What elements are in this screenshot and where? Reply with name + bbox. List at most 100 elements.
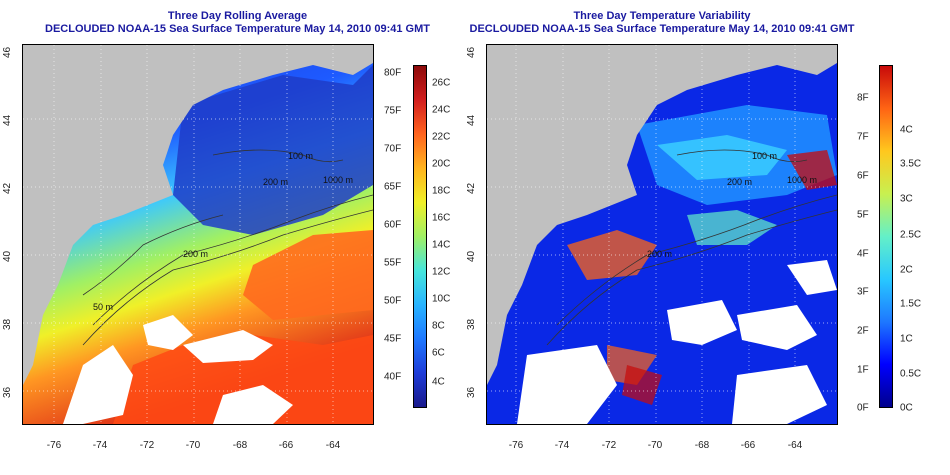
colorbar-f-label: 8F (857, 92, 869, 104)
land-north-america (487, 45, 837, 385)
isobath-200m (92, 194, 373, 326)
lat-tick: 42 (466, 182, 477, 194)
colorbar-f-label: 0F (857, 402, 869, 414)
colorbar-c-label: 20C (432, 158, 451, 170)
colorbar-c-label: 10C (432, 293, 451, 305)
lon-tick: -74 (92, 440, 108, 451)
contour-label: 100 m (288, 151, 313, 161)
colorbar-c-label: 22C (432, 131, 451, 143)
colorbar-f-label: 70F (384, 143, 402, 155)
variability-colorbar (879, 65, 893, 408)
isobath-1000m (82, 209, 373, 346)
colorbar-f-label: 45F (384, 333, 402, 345)
colorbar-c-label: 26C (432, 77, 451, 89)
contour-label: 200 m (647, 249, 672, 259)
colorbar-c-label: 1C (900, 333, 913, 345)
cloud-mask (787, 260, 837, 295)
lon-tick: -72 (601, 440, 617, 451)
colorbar-c-label: 3C (900, 193, 913, 205)
lat-tick: 44 (466, 114, 477, 126)
colorbar-f-label: 55F (384, 257, 402, 269)
cloud-mask (667, 300, 737, 345)
panel-subtitle: DECLOUDED NOAA-15 Sea Surface Temperatur… (469, 23, 855, 35)
colorbar-c-label: 16C (432, 212, 451, 224)
colorbar-f-label: 7F (857, 131, 869, 143)
colorbar-c-label: 4C (900, 124, 913, 136)
lon-tick: -64 (325, 440, 341, 451)
colorbar-c-label: 1.5C (900, 298, 922, 310)
lat-tick: 40 (466, 250, 477, 262)
colorbar-f-label: 1F (857, 364, 869, 376)
lon-tick: -70 (185, 440, 201, 451)
sst-variability-map[interactable]: 100 m 200 m 1000 m 200 m (486, 44, 838, 425)
colorbar-f-label: 4F (857, 248, 869, 260)
colorbar-c-label: 0C (900, 402, 913, 414)
lat-tick: 46 (466, 46, 477, 58)
lon-tick: -72 (139, 440, 155, 451)
contour-label: 1000 m (787, 175, 817, 185)
colorbar-f-label: 2F (857, 325, 869, 337)
variability-field (657, 135, 787, 180)
colorbar-c-label: 2C (900, 264, 913, 276)
colorbar-f-label: 6F (857, 170, 869, 182)
cloud-mask (213, 385, 293, 424)
colorbar-c-label: 0.5C (900, 368, 922, 380)
variability-field (607, 345, 657, 385)
colorbar-f-label: 5F (857, 209, 869, 221)
colorbar-f-label: 3F (857, 286, 869, 298)
colorbar-c-label: 14C (432, 239, 451, 251)
colorbar-c-label: 18C (432, 185, 451, 197)
lat-tick: 42 (2, 182, 13, 194)
colorbar-f-label: 75F (384, 105, 402, 117)
cloud-mask (737, 305, 817, 350)
colorbar-c-label: 12C (432, 266, 451, 278)
colorbar-c-label: 6C (432, 347, 445, 359)
sst-average-map[interactable]: 100 m 200 m 1000 m 50 m 200 m (22, 44, 374, 425)
contour-label: 1000 m (323, 175, 353, 185)
contour-label: 200 m (183, 249, 208, 259)
colorbar-c-label: 8C (432, 320, 445, 332)
sst-average-panel: Three Day Rolling Average DECLOUDED NOAA… (2, 10, 451, 451)
lon-tick: -64 (787, 440, 803, 451)
colorbar-f-label: 80F (384, 67, 402, 79)
lat-tick: 44 (2, 114, 13, 126)
panel-subtitle: DECLOUDED NOAA-15 Sea Surface Temperatur… (45, 23, 430, 35)
cloud-mask (517, 345, 617, 424)
colorbar-c-label: 3.5C (900, 158, 922, 170)
cloud-mask (183, 330, 273, 363)
warm-field-south (113, 335, 373, 424)
contour-label: 200 m (263, 177, 288, 187)
cloud-mask (143, 315, 193, 350)
lon-tick: -70 (647, 440, 663, 451)
lat-tick: 36 (466, 386, 477, 398)
variability-field (687, 210, 777, 245)
colorbar-c-label: 2.5C (900, 229, 922, 241)
colorbar-f-label: 60F (384, 219, 402, 231)
lon-tick: -66 (278, 440, 294, 451)
sst-variability-panel: Three Day Temperature Variability DECLOU… (462, 0, 950, 475)
variability-field (622, 365, 662, 405)
panel-title: Three Day Rolling Average (167, 10, 308, 22)
lon-tick: -66 (740, 440, 756, 451)
panel-title: Three Day Temperature Variability (573, 10, 751, 22)
contour-label: 50 m (93, 302, 113, 312)
lon-tick: -76 (46, 440, 62, 451)
lon-tick: -68 (232, 440, 248, 451)
lat-tick: 36 (2, 386, 13, 398)
cloud-mask (63, 345, 133, 424)
contour-label: 200 m (727, 177, 752, 187)
gulf-stream-field (243, 230, 373, 320)
isobath-200m (556, 194, 837, 326)
isobath-100m (676, 149, 808, 163)
lat-tick: 46 (2, 46, 13, 58)
colorbar-c-label: 4C (432, 376, 445, 388)
cloud-mask (732, 365, 827, 424)
colorbar-c-label: 24C (432, 104, 451, 116)
contour-label: 100 m (752, 151, 777, 161)
sst-colorbar (413, 65, 427, 408)
isobath-100m (212, 149, 344, 163)
lat-tick: 38 (466, 318, 477, 330)
variability-field (787, 150, 837, 190)
lat-tick: 40 (2, 250, 13, 262)
isobath-1000m (546, 209, 837, 346)
